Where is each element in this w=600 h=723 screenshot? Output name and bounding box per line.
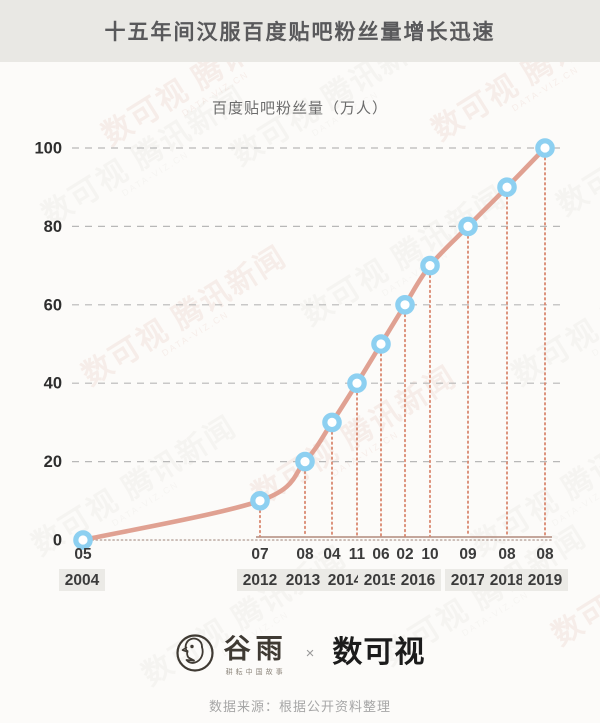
- page-title: 十五年间汉服百度贴吧粉丝量增长迅速: [104, 21, 496, 44]
- guyu-logo: 谷雨 耕耘中国故事: [175, 633, 288, 677]
- month-label: 09: [459, 546, 477, 563]
- year-label: 2015: [364, 572, 399, 589]
- y-tick-label: 80: [44, 218, 62, 236]
- data-point-10: [250, 490, 270, 511]
- month-label: 10: [421, 546, 438, 563]
- year-label-bg: [59, 569, 105, 591]
- month-label: 08: [296, 546, 314, 563]
- y-tick-label: 60: [44, 296, 62, 314]
- month-label: 05: [74, 546, 92, 563]
- year-label: 2018: [490, 572, 525, 589]
- title-banner: 十五年间汉服百度贴吧粉丝量增长迅速: [0, 0, 600, 62]
- year-label: 2012: [243, 572, 277, 589]
- month-label: 08: [498, 546, 516, 563]
- month-label: 04: [323, 546, 341, 563]
- year-label: 2016: [401, 572, 436, 589]
- year-label-bg: [358, 569, 404, 591]
- year-label: 2019: [528, 572, 563, 589]
- year-label: 2014: [328, 572, 363, 589]
- guyu-tagline: 耕耘中国故事: [225, 669, 286, 677]
- y-tick-label: 20: [44, 453, 62, 471]
- month-label: 06: [372, 546, 390, 563]
- year-label-bg: [395, 569, 441, 591]
- footer-logos: 谷雨 耕耘中国故事 × 数可视: [0, 633, 600, 689]
- year-label-bg: [484, 569, 530, 591]
- data-point-60: [395, 294, 415, 315]
- month-label: 08: [536, 546, 554, 563]
- month-label: 02: [396, 546, 413, 563]
- year-label: 2004: [65, 572, 100, 589]
- data-point-80: [458, 216, 478, 237]
- year-label-bg: [280, 569, 326, 591]
- y-tick-label: 40: [44, 375, 62, 393]
- chart-subtitle: 百度贴吧粉丝量（万人）: [211, 100, 388, 117]
- year-label: 2013: [286, 572, 321, 589]
- guyu-wordmark: 谷雨: [223, 634, 288, 664]
- data-point-70: [420, 255, 440, 276]
- y-tick-label: 0: [53, 532, 62, 550]
- trend-line: [80, 145, 548, 543]
- y-tick-label: 100: [34, 140, 62, 158]
- data-point-0: [73, 530, 93, 550]
- data-source-note: 数据来源：根据公开资料整理: [208, 699, 391, 714]
- year-label-bg: [445, 569, 491, 591]
- data-point-40: [347, 373, 367, 393]
- data-point-50: [371, 334, 391, 354]
- guyu-bird-icon: [176, 634, 214, 672]
- year-label-bg: [322, 569, 368, 591]
- data-point-20: [295, 451, 315, 472]
- logo-cross-separator: ×: [305, 645, 315, 662]
- year-label-bg: [237, 569, 283, 591]
- year-label: 2017: [451, 572, 485, 589]
- datavis-wordmark: 数可视: [332, 635, 426, 670]
- data-point-100: [535, 138, 555, 158]
- month-label: 07: [251, 546, 268, 563]
- data-point-90: [497, 177, 517, 197]
- year-label-bg: [522, 569, 568, 591]
- month-label: 11: [349, 546, 366, 563]
- data-point-30: [322, 412, 342, 433]
